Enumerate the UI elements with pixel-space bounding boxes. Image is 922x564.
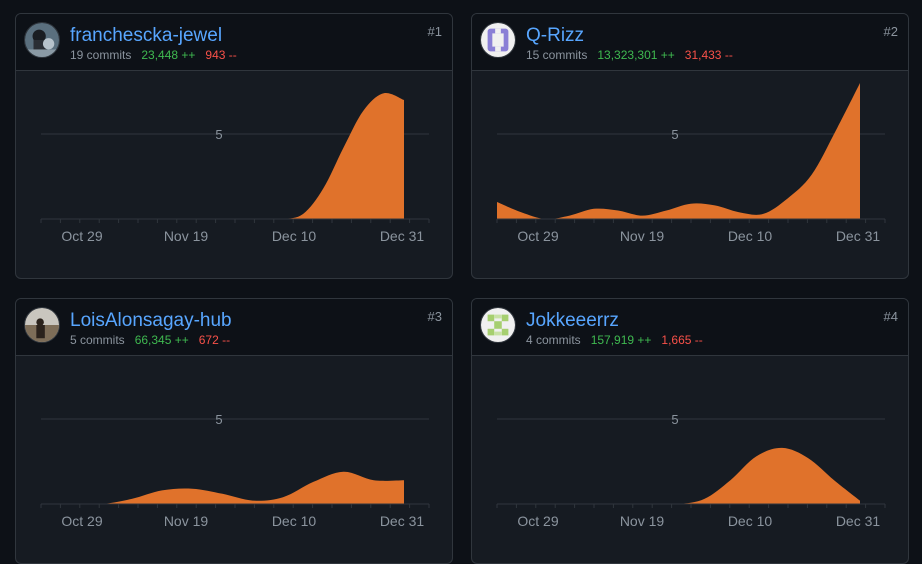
additions-count: 23,448 ++ [141, 48, 196, 62]
y-tick-label: 5 [215, 127, 222, 142]
y-tick-label: 5 [215, 412, 222, 427]
username-link[interactable]: LoisAlonsagay-hub [70, 310, 232, 331]
contributor-card: Jokkeeerrz 4 commits 157,919 ++ 1,665 -- #… [471, 298, 909, 564]
commit-activity-chart: 5 Oct 29 Nov 19 Dec 10 Dec 31 [496, 83, 886, 244]
x-tick-label: Nov 19 [164, 513, 209, 529]
x-tick-label: Dec 31 [380, 513, 425, 529]
y-tick-label: 5 [671, 412, 678, 427]
rank-badge: #4 [883, 309, 898, 324]
contributor-card: LoisAlonsagay-hub 5 commits 66,345 ++ 672 … [15, 298, 453, 564]
commit-stats: 19 commits 23,448 ++ 943 -- [70, 48, 237, 62]
rank-badge: #3 [427, 309, 442, 324]
commit-activity-chart: 5 Oct 29 Nov 19 Dec 10 Dec 31 [40, 412, 430, 529]
deletions-count: 31,433 -- [684, 48, 733, 62]
commits-link[interactable]: 15 commits [526, 48, 588, 62]
additions-count: 66,345 ++ [134, 333, 189, 347]
deletions-count: 943 -- [205, 48, 237, 62]
x-tick-label: Oct 29 [61, 228, 102, 244]
x-tick-label: Oct 29 [61, 513, 102, 529]
additions-count: 157,919 ++ [590, 333, 652, 347]
commit-stats: 15 commits 13,323,301 ++ 31,433 -- [526, 48, 733, 62]
identicon-purple-icon [481, 23, 515, 57]
x-tick-label: Dec 31 [380, 228, 425, 244]
commit-activity-chart: 5 Oct 29 Nov 19 Dec 10 Dec 31 [496, 412, 886, 529]
x-tick-label: Dec 10 [272, 228, 317, 244]
commit-area-series [41, 471, 404, 505]
photo-avatar-icon [25, 23, 59, 57]
contributor-card: franchescka-jewel 19 commits 23,448 ++ 943… [15, 13, 453, 279]
commit-area-series [497, 447, 860, 505]
x-tick-label: Nov 19 [620, 228, 665, 244]
card-header: Jokkeeerrz 4 commits 157,919 ++ 1,665 -- #… [472, 299, 908, 356]
avatar[interactable] [24, 307, 60, 343]
y-tick-label: 5 [671, 127, 678, 142]
x-tick-label: Dec 10 [728, 228, 773, 244]
x-tick-label: Dec 10 [728, 513, 773, 529]
avatar[interactable] [480, 22, 516, 58]
commit-activity-chart: 5 Oct 29 Nov 19 Dec 10 Dec 31 [40, 92, 430, 244]
contributor-card: Q-Rizz 15 commits 13,323,301 ++ 31,433 -- … [471, 13, 909, 279]
rank-badge: #2 [883, 24, 898, 39]
avatar[interactable] [480, 307, 516, 343]
deletions-count: 1,665 -- [661, 333, 703, 347]
commits-link[interactable]: 5 commits [70, 333, 125, 347]
additions-count: 13,323,301 ++ [597, 48, 675, 62]
deletions-count: 672 -- [198, 333, 231, 347]
x-tick-label: Dec 31 [836, 228, 881, 244]
card-header: Q-Rizz 15 commits 13,323,301 ++ 31,433 -- … [472, 14, 908, 71]
rank-badge: #1 [427, 24, 442, 39]
username-link[interactable]: Jokkeeerrz [526, 310, 619, 331]
identicon-green-icon [481, 308, 515, 342]
commits-link[interactable]: 4 commits [526, 333, 581, 347]
username-link[interactable]: Q-Rizz [526, 25, 585, 46]
sunset-avatar-icon [25, 308, 59, 342]
x-tick-label: Nov 19 [620, 513, 665, 529]
commit-area-series [41, 92, 404, 220]
x-tick-label: Dec 10 [272, 513, 317, 529]
x-tick-label: Nov 19 [164, 228, 209, 244]
x-tick-label: Dec 31 [836, 513, 881, 529]
x-tick-label: Oct 29 [517, 228, 558, 244]
x-tick-label: Oct 29 [517, 513, 558, 529]
username-link[interactable]: franchescka-jewel [70, 25, 223, 46]
commits-link[interactable]: 19 commits [70, 48, 132, 62]
commit-stats: 5 commits 66,345 ++ 672 -- [70, 333, 230, 347]
avatar[interactable] [24, 22, 60, 58]
card-header: LoisAlonsagay-hub 5 commits 66,345 ++ 672 … [16, 299, 452, 356]
commit-stats: 4 commits 157,919 ++ 1,665 -- [526, 333, 703, 347]
card-header: franchescka-jewel 19 commits 23,448 ++ 943… [16, 14, 452, 71]
commit-area-series [497, 83, 860, 220]
